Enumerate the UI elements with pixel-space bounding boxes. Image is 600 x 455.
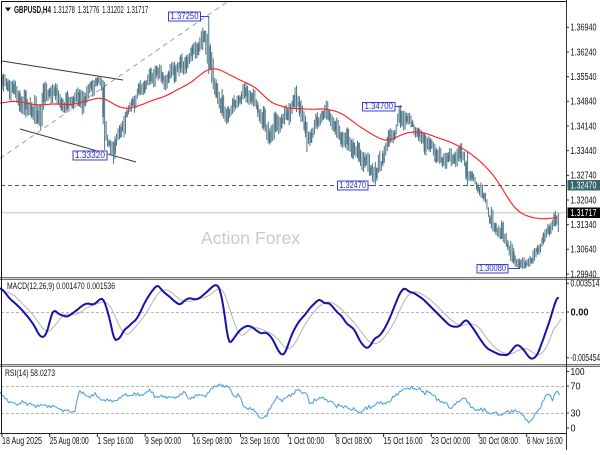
svg-text:1.37250: 1.37250 bbox=[171, 11, 199, 22]
svg-text:1.36940: 1.36940 bbox=[571, 23, 597, 34]
svg-text:GBPUSD,H4: GBPUSD,H4 bbox=[14, 4, 51, 16]
svg-text:0: 0 bbox=[571, 423, 576, 434]
svg-text:1.34840: 1.34840 bbox=[571, 97, 597, 108]
svg-text:Action Forex: Action Forex bbox=[201, 228, 300, 248]
svg-text:1.31340: 1.31340 bbox=[571, 220, 597, 231]
svg-text:1.32470: 1.32470 bbox=[571, 181, 597, 192]
svg-text:1.30080: 1.30080 bbox=[479, 263, 506, 274]
svg-text:30: 30 bbox=[571, 408, 581, 419]
svg-text:1.32470: 1.32470 bbox=[340, 180, 367, 191]
svg-text:23 Sep 16:00: 23 Sep 16:00 bbox=[241, 436, 280, 447]
svg-text:30 Oct 08:00: 30 Oct 08:00 bbox=[479, 436, 518, 447]
svg-text:1.33320: 1.33320 bbox=[75, 150, 105, 161]
svg-text:18 Aug 2025: 18 Aug 2025 bbox=[2, 436, 42, 447]
svg-text:1 Sep 16:00: 1 Sep 16:00 bbox=[97, 436, 133, 447]
svg-text:0.00: 0.00 bbox=[571, 307, 589, 318]
svg-text:16 Sep 08:00: 16 Sep 08:00 bbox=[193, 436, 232, 447]
svg-text:1.31776: 1.31776 bbox=[78, 4, 100, 16]
svg-text:9 Sep 00:00: 9 Sep 00:00 bbox=[145, 436, 181, 447]
svg-text:6 Nov 16:00: 6 Nov 16:00 bbox=[527, 436, 563, 447]
svg-text:1.31717: 1.31717 bbox=[127, 4, 149, 16]
svg-text:15 Oct 16:00: 15 Oct 16:00 bbox=[384, 436, 423, 447]
svg-text:1.35540: 1.35540 bbox=[571, 72, 597, 83]
svg-text:1.31202: 1.31202 bbox=[102, 4, 124, 16]
svg-text:23 Oct 00:00: 23 Oct 00:00 bbox=[431, 436, 470, 447]
svg-text:1.34700: 1.34700 bbox=[365, 101, 394, 112]
svg-text:1.30640: 1.30640 bbox=[571, 245, 597, 256]
svg-text:-0.005454: -0.005454 bbox=[571, 353, 600, 364]
svg-text:RSI(14) 58.0273: RSI(14) 58.0273 bbox=[5, 368, 55, 379]
svg-text:MACD(12,26,9) 0.001470 0.00153: MACD(12,26,9) 0.001470 0.001536 bbox=[7, 281, 115, 292]
svg-text:25 Aug 08:00: 25 Aug 08:00 bbox=[50, 436, 89, 447]
svg-text:0.003514: 0.003514 bbox=[571, 279, 600, 290]
svg-text:1.33440: 1.33440 bbox=[571, 146, 597, 157]
svg-text:1.32040: 1.32040 bbox=[571, 195, 597, 206]
svg-text:1.31717: 1.31717 bbox=[571, 208, 597, 219]
svg-text:8 Oct 08:00: 8 Oct 08:00 bbox=[336, 436, 372, 447]
svg-text:1.36240: 1.36240 bbox=[571, 47, 597, 58]
svg-text:1.34140: 1.34140 bbox=[571, 121, 597, 132]
svg-text:100: 100 bbox=[571, 367, 585, 378]
svg-text:1 Oct 00:00: 1 Oct 00:00 bbox=[288, 436, 324, 447]
svg-text:1.31278: 1.31278 bbox=[53, 4, 75, 16]
svg-text:70: 70 bbox=[571, 381, 581, 392]
